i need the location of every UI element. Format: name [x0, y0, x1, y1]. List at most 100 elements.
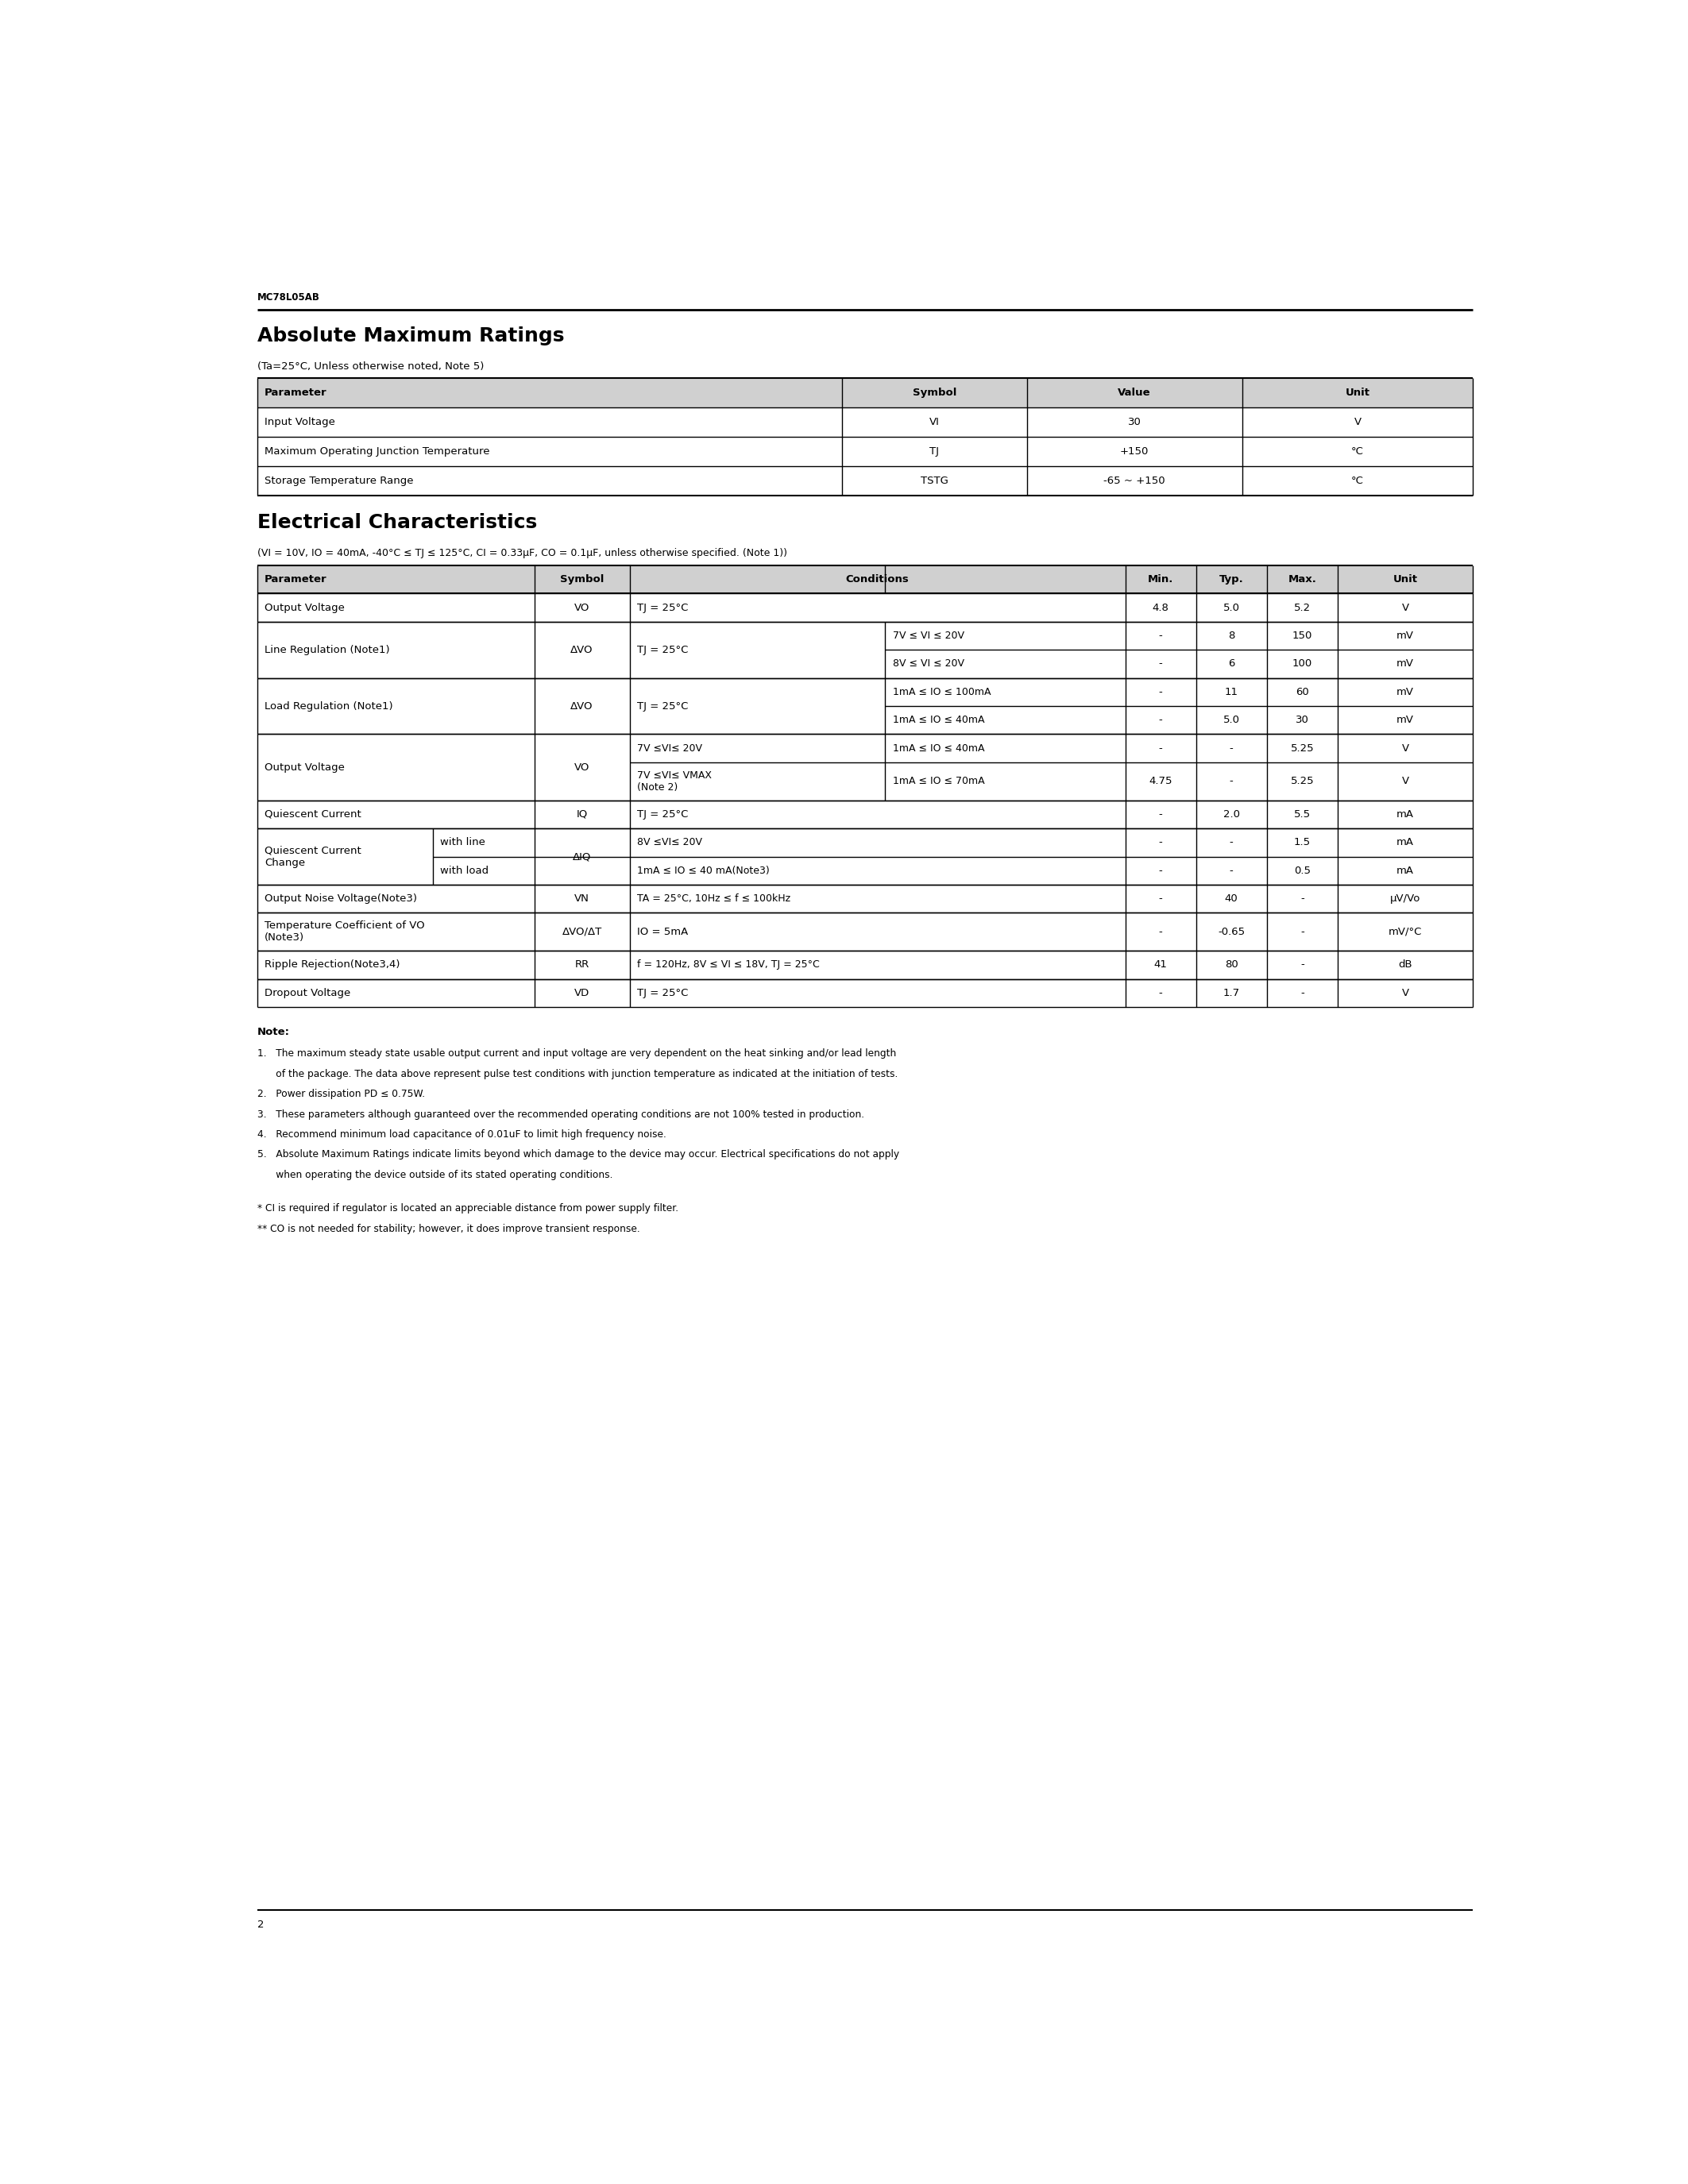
Text: ΔIQ: ΔIQ	[572, 852, 591, 863]
Text: Parameter: Parameter	[265, 574, 327, 585]
Text: Line Regulation (Note1): Line Regulation (Note1)	[265, 644, 390, 655]
Text: ** CO is not needed for stability; however, it does improve transient response.: ** CO is not needed for stability; howev…	[257, 1223, 640, 1234]
Text: Input Voltage: Input Voltage	[265, 417, 336, 428]
Text: VD: VD	[574, 987, 589, 998]
Text: -: -	[1229, 836, 1234, 847]
Bar	[257, 828, 1474, 885]
Text: * CI is required if regulator is located an appreciable distance from power supp: * CI is required if regulator is located…	[257, 1203, 679, 1214]
Text: -: -	[1300, 893, 1305, 904]
Text: 1.5: 1.5	[1293, 836, 1310, 847]
Text: VO: VO	[574, 762, 589, 773]
Text: 7V ≤VI≤ 20V: 7V ≤VI≤ 20V	[636, 743, 702, 753]
Text: mV: mV	[1396, 631, 1415, 640]
Text: mA: mA	[1396, 810, 1415, 819]
Text: 2.0: 2.0	[1224, 810, 1239, 819]
Text: -: -	[1158, 987, 1163, 998]
Text: -: -	[1158, 926, 1163, 937]
Text: Symbol: Symbol	[560, 574, 604, 585]
Text: 150: 150	[1291, 631, 1312, 640]
Text: 100: 100	[1293, 660, 1312, 668]
Text: mV: mV	[1396, 686, 1415, 697]
Text: TJ = 25°C: TJ = 25°C	[636, 603, 689, 614]
Bar	[257, 950, 1474, 978]
Text: -: -	[1158, 743, 1163, 753]
Text: 7V ≤ VI ≤ 20V: 7V ≤ VI ≤ 20V	[893, 631, 964, 640]
Text: VN: VN	[574, 893, 589, 904]
Text: Output Voltage: Output Voltage	[265, 603, 344, 614]
Bar	[257, 799, 1474, 828]
Text: 5.   Absolute Maximum Ratings indicate limits beyond which damage to the device : 5. Absolute Maximum Ratings indicate lim…	[257, 1149, 900, 1160]
Text: V: V	[1401, 987, 1409, 998]
Text: 41: 41	[1155, 959, 1168, 970]
Text: 1mA ≤ IO ≤ 40mA: 1mA ≤ IO ≤ 40mA	[893, 743, 984, 753]
Text: 6: 6	[1229, 660, 1234, 668]
Text: -: -	[1158, 865, 1163, 876]
Text: RR: RR	[574, 959, 589, 970]
Text: IQ: IQ	[576, 810, 587, 819]
Text: 1.7: 1.7	[1224, 987, 1239, 998]
Text: Absolute Maximum Ratings: Absolute Maximum Ratings	[257, 325, 564, 345]
Text: TA = 25°C, 10Hz ≤ f ≤ 100kHz: TA = 25°C, 10Hz ≤ f ≤ 100kHz	[636, 893, 790, 904]
Text: V: V	[1354, 417, 1361, 428]
Text: of the package. The data above represent pulse test conditions with junction tem: of the package. The data above represent…	[257, 1068, 898, 1079]
Text: ΔVO/ΔT: ΔVO/ΔT	[562, 926, 603, 937]
Text: -0.65: -0.65	[1217, 926, 1246, 937]
Text: Max.: Max.	[1288, 574, 1317, 585]
Text: 5.25: 5.25	[1290, 775, 1313, 786]
Text: °C: °C	[1352, 446, 1364, 456]
Text: with load: with load	[441, 865, 488, 876]
Text: (Ta=25°C, Unless otherwise noted, Note 5): (Ta=25°C, Unless otherwise noted, Note 5…	[257, 360, 484, 371]
Text: VO: VO	[574, 603, 589, 614]
Text: 5.0: 5.0	[1224, 714, 1239, 725]
Text: 8V ≤VI≤ 20V: 8V ≤VI≤ 20V	[636, 836, 702, 847]
Text: 11: 11	[1225, 686, 1239, 697]
Text: VI: VI	[928, 417, 940, 428]
Text: -: -	[1158, 893, 1163, 904]
Bar	[257, 566, 1474, 594]
Text: Output Voltage: Output Voltage	[265, 762, 344, 773]
Text: -: -	[1158, 686, 1163, 697]
Text: 1mA ≤ IO ≤ 40 mA(Note3): 1mA ≤ IO ≤ 40 mA(Note3)	[636, 865, 770, 876]
Text: μV/Vo: μV/Vo	[1391, 893, 1421, 904]
Text: 1.   The maximum steady state usable output current and input voltage are very d: 1. The maximum steady state usable outpu…	[257, 1048, 896, 1059]
Text: 4.8: 4.8	[1153, 603, 1168, 614]
Text: 5.5: 5.5	[1293, 810, 1310, 819]
Text: 5.25: 5.25	[1290, 743, 1313, 753]
Text: Storage Temperature Range: Storage Temperature Range	[265, 476, 414, 487]
Text: V: V	[1401, 743, 1409, 753]
Text: 1mA ≤ IO ≤ 40mA: 1mA ≤ IO ≤ 40mA	[893, 714, 984, 725]
Text: ΔVO: ΔVO	[571, 644, 592, 655]
Text: 5.2: 5.2	[1293, 603, 1310, 614]
Text: Quiescent Current: Quiescent Current	[265, 810, 361, 819]
Text: TJ = 25°C: TJ = 25°C	[636, 701, 689, 712]
Text: Dropout Voltage: Dropout Voltage	[265, 987, 351, 998]
Text: Quiescent Current
Change: Quiescent Current Change	[265, 845, 361, 867]
Text: TSTG: TSTG	[920, 476, 949, 487]
Text: Conditions: Conditions	[846, 574, 910, 585]
Text: mV: mV	[1396, 714, 1415, 725]
Text: °C: °C	[1352, 476, 1364, 487]
Bar	[257, 622, 1474, 677]
Text: Note:: Note:	[257, 1026, 290, 1037]
Bar	[257, 594, 1474, 622]
Text: 40: 40	[1225, 893, 1237, 904]
Text: TJ = 25°C: TJ = 25°C	[636, 644, 689, 655]
Text: (VI = 10V, IO = 40mA, -40°C ≤ TJ ≤ 125°C, CI = 0.33μF, CO = 0.1μF, unless otherw: (VI = 10V, IO = 40mA, -40°C ≤ TJ ≤ 125°C…	[257, 548, 787, 559]
Text: 1mA ≤ IO ≤ 100mA: 1mA ≤ IO ≤ 100mA	[893, 686, 991, 697]
Text: -: -	[1229, 743, 1234, 753]
Text: -: -	[1229, 775, 1234, 786]
Text: Unit: Unit	[1393, 574, 1418, 585]
Bar	[257, 913, 1474, 950]
Text: -: -	[1158, 631, 1163, 640]
Text: Load Regulation (Note1): Load Regulation (Note1)	[265, 701, 393, 712]
Text: Parameter: Parameter	[265, 389, 327, 397]
Text: Typ.: Typ.	[1219, 574, 1244, 585]
Text: Electrical Characteristics: Electrical Characteristics	[257, 513, 537, 533]
Bar	[257, 677, 1474, 734]
Text: Ripple Rejection(Note3,4): Ripple Rejection(Note3,4)	[265, 959, 400, 970]
Text: MC78L05AB: MC78L05AB	[257, 293, 319, 304]
Text: when operating the device outside of its stated operating conditions.: when operating the device outside of its…	[257, 1171, 613, 1179]
Text: 4.   Recommend minimum load capacitance of 0.01uF to limit high frequency noise.: 4. Recommend minimum load capacitance of…	[257, 1129, 667, 1140]
Text: Symbol: Symbol	[912, 389, 957, 397]
Bar	[257, 978, 1474, 1007]
